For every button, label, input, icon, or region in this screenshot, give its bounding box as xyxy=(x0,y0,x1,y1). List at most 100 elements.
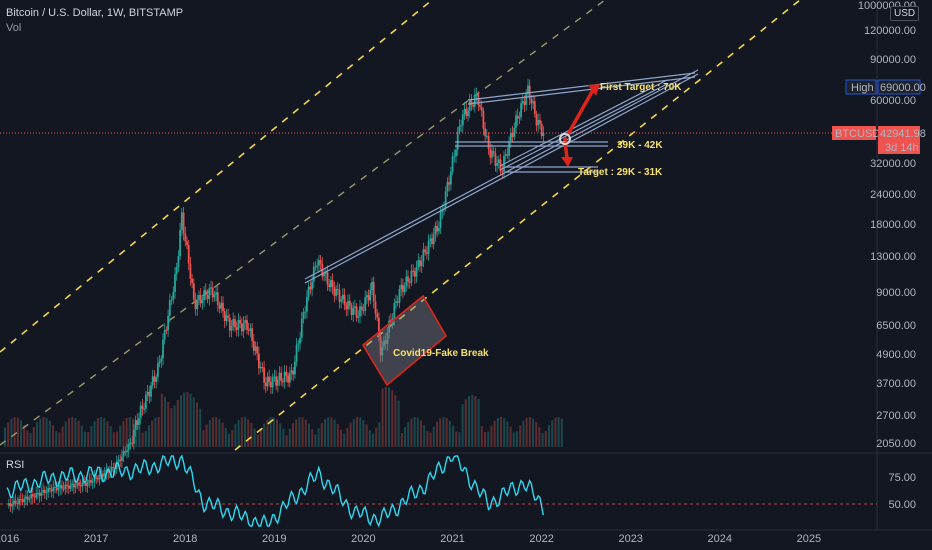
volume-bar xyxy=(4,427,6,447)
volume-bar xyxy=(157,417,160,447)
candle-body xyxy=(196,300,199,310)
candle-body xyxy=(453,156,456,158)
time-axis-tick: 2019 xyxy=(262,533,286,545)
volume-bar xyxy=(122,420,125,447)
candle-body xyxy=(467,110,469,116)
volume-bar xyxy=(52,425,54,447)
price-axis-tick: 3700.00 xyxy=(876,378,916,390)
candle-body xyxy=(324,272,327,274)
volume-bar xyxy=(151,420,154,447)
volume-bar xyxy=(474,396,477,447)
candle-body xyxy=(525,93,528,105)
volume-bars xyxy=(4,387,563,447)
candle-body xyxy=(251,328,253,341)
candle-body xyxy=(88,480,91,483)
volume-bar xyxy=(45,417,48,447)
volume-bar xyxy=(295,419,298,447)
candle-body xyxy=(37,492,39,494)
volume-bar xyxy=(282,428,285,447)
volume-bar xyxy=(199,408,202,447)
candle-body xyxy=(234,319,236,328)
covid-break-label: Covid19-Fake Break xyxy=(393,348,489,359)
candle-body xyxy=(115,462,118,469)
candle-body xyxy=(270,381,272,388)
candle-body xyxy=(342,294,344,300)
candle-body xyxy=(26,496,29,500)
candle-body xyxy=(318,259,320,266)
volume-bar xyxy=(352,418,355,447)
price-axis-tick: 18000.00 xyxy=(870,219,916,231)
volume-bar xyxy=(7,422,10,447)
candle-body xyxy=(501,171,504,173)
high-value-badge xyxy=(877,79,921,95)
candle-body xyxy=(76,482,79,486)
candle-body xyxy=(162,339,164,359)
candle-body xyxy=(422,249,425,262)
rising-trendline-top xyxy=(467,72,696,101)
candle-body xyxy=(537,120,540,126)
volume-bar xyxy=(186,392,189,447)
candle-body xyxy=(172,292,175,300)
current-price-marker xyxy=(559,133,571,145)
candle-body xyxy=(275,376,277,386)
candle-body xyxy=(294,361,296,375)
volume-bar xyxy=(29,432,32,447)
volume-bar xyxy=(304,419,307,447)
volume-label[interactable]: Vol xyxy=(6,22,22,34)
volume-bar xyxy=(32,426,35,447)
candle-body xyxy=(43,489,46,493)
candle-body xyxy=(292,370,295,375)
volume-bar xyxy=(327,417,330,447)
volume-bar xyxy=(39,418,42,447)
candle-body xyxy=(112,467,115,469)
candle-body xyxy=(364,297,367,311)
candle-body xyxy=(47,488,50,493)
candle-body xyxy=(148,391,151,397)
volume-bar xyxy=(381,388,384,447)
candle-body xyxy=(419,260,421,267)
candles xyxy=(7,78,545,514)
volume-bar xyxy=(410,418,413,447)
volume-bar xyxy=(68,418,70,447)
candle-body xyxy=(479,105,481,107)
volume-bar xyxy=(100,417,102,447)
candle-body xyxy=(25,496,27,499)
candle-body xyxy=(141,405,144,409)
candle-body xyxy=(150,385,152,397)
volume-bar xyxy=(308,423,310,447)
time-axis-tick: 2020 xyxy=(351,533,375,545)
candle-body xyxy=(415,267,418,277)
candle-body xyxy=(398,289,401,303)
candle-body xyxy=(232,319,235,327)
candle-body xyxy=(513,127,516,138)
rsi-label[interactable]: RSI xyxy=(6,459,25,471)
candle-body xyxy=(157,363,159,377)
candle-body xyxy=(216,292,219,305)
symbol-title[interactable]: Bitcoin / U.S. Dollar, 1W, BITSTAMP xyxy=(6,7,184,19)
candle-body xyxy=(191,279,193,284)
candle-body xyxy=(45,492,48,494)
volume-bar xyxy=(388,387,390,447)
volume-bar xyxy=(244,417,246,447)
candle-body xyxy=(354,306,356,309)
volume-bar xyxy=(480,426,483,447)
candle-body xyxy=(520,103,522,118)
candle-body xyxy=(426,252,428,254)
rsi-axis-tick: 75.00 xyxy=(888,472,916,484)
candle-body xyxy=(102,473,104,477)
volume-bar xyxy=(423,425,426,447)
candle-body xyxy=(333,287,336,296)
rsi-line xyxy=(6,454,544,528)
volume-bar xyxy=(13,417,16,447)
candle-body xyxy=(97,478,99,480)
volume-bar xyxy=(71,417,74,447)
candle-body xyxy=(199,294,202,304)
volume-bar xyxy=(407,422,410,447)
candle-body xyxy=(280,372,283,382)
candle-body xyxy=(348,300,351,306)
volume-bar xyxy=(384,387,387,447)
volume-bar xyxy=(314,434,317,447)
candle-body xyxy=(458,126,461,132)
currency-label[interactable]: USD xyxy=(890,6,920,21)
